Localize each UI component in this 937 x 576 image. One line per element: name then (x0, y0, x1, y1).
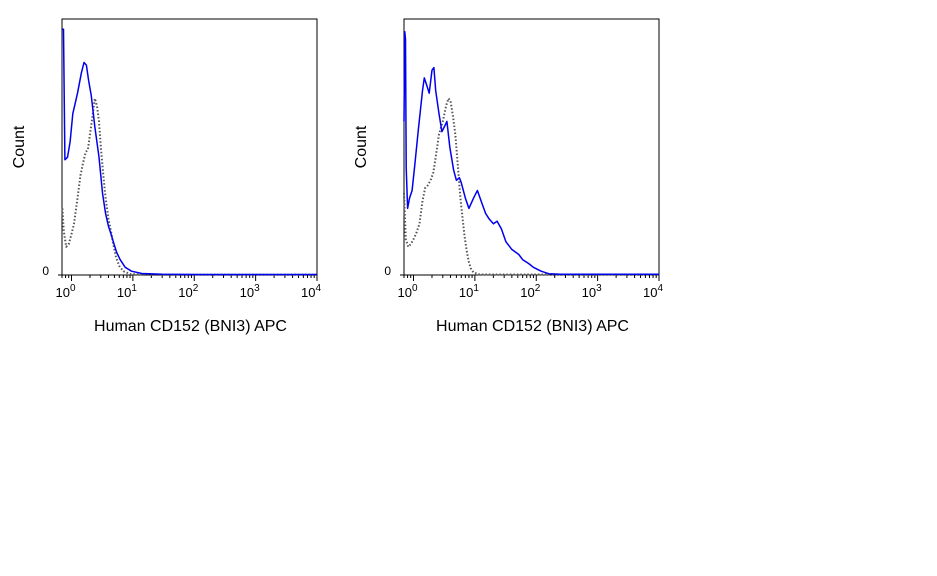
y-tick-label: 0 (42, 264, 49, 278)
y-axis-label: Count (353, 125, 370, 168)
histogram-panel-left: 100 101 102 103 104 0 Human CD152 (BNI3) APC Co… (11, 18, 321, 335)
x-tick-label: 100 (397, 283, 417, 300)
x-tick-label: 102 (520, 283, 540, 300)
histogram-panel-right: 100 101 102 103 104 0 Human CD152 (BNI3) APC Co… (353, 18, 663, 335)
x-tick-label: 101 (117, 283, 137, 300)
x-tick-label: 102 (178, 283, 198, 300)
y-tick-label: 0 (384, 264, 391, 278)
control-histogram-line (61, 97, 317, 276)
x-tick-label: 104 (643, 283, 663, 300)
plot-frame (61, 18, 318, 276)
x-tick-label: 103 (240, 283, 260, 300)
x-tick-label: 101 (459, 283, 479, 300)
stained-histogram-line (403, 31, 659, 275)
plot-frame (403, 18, 660, 276)
y-axis-label: Count (11, 125, 28, 168)
x-tick-label: 103 (582, 283, 602, 300)
stained-histogram-line (62, 28, 317, 276)
control-histogram-line (403, 97, 659, 276)
x-tick-label: 100 (55, 283, 75, 300)
x-tick-label: 104 (301, 283, 321, 300)
x-axis-label: Human CD152 (BNI3) APC (94, 318, 287, 335)
x-axis-label: Human CD152 (BNI3) APC (436, 318, 629, 335)
